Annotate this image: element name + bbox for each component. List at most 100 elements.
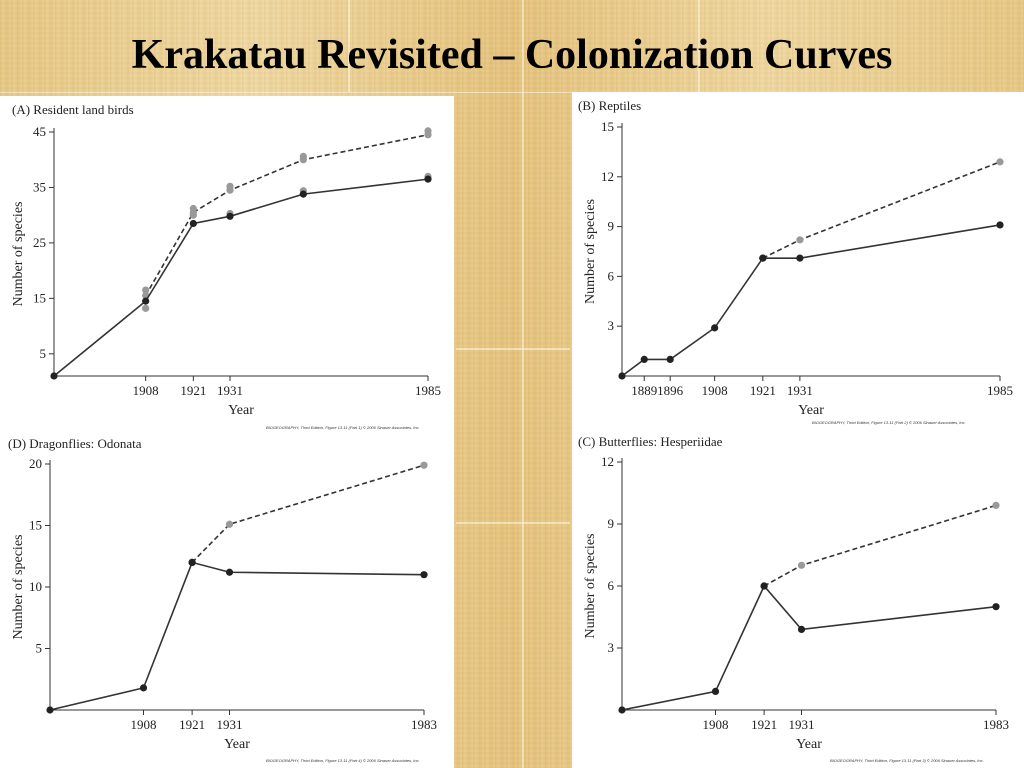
data-point [299,156,307,164]
y-tick-label: 15 [29,518,42,533]
x-axis-label: Year [228,403,254,418]
x-tick-label: 1931 [789,717,815,732]
figure-credit: BIOGEOGRAPHY, Third Edition, Figure 13.1… [812,420,966,425]
y-tick-label: 15 [601,119,614,134]
panel-label: (B) Reptiles [578,98,642,113]
data-point [996,221,1004,229]
x-tick-label: 1931 [787,383,813,398]
y-tick-label: 12 [601,454,614,469]
x-axis-label: Year [798,403,824,418]
data-point [640,355,648,363]
y-tick-label: 9 [608,516,615,531]
x-tick-label: 1983 [983,717,1009,732]
x-tick-label: 1931 [217,717,243,732]
data-point [796,236,804,244]
data-point [424,175,432,183]
data-point [796,254,804,262]
series-line-dashed [762,161,1001,259]
data-point [996,158,1004,166]
data-point [142,297,150,305]
y-tick-label: 25 [33,235,46,250]
y-tick-label: 10 [29,579,42,594]
panel-label: (A) Resident land birds [12,102,134,117]
data-point [759,254,767,262]
data-point [420,571,428,579]
y-tick-label: 3 [608,318,615,333]
x-tick-label: 1921 [751,717,777,732]
panel-label: (C) Butterflies: Hesperiidae [578,434,723,449]
x-tick-label: 1908 [702,383,728,398]
data-point [189,211,197,219]
x-tick-label: 1985 [415,383,441,398]
data-point [142,304,150,312]
chart-panel-reptiles: (B) Reptiles BIOGEOGRAPHY, Third Edition,… [572,92,1024,428]
series-line-solid [49,561,425,711]
chart-panel-butterflies: (C) Butterflies: Hesperiidae BIOGEOGRAPHY… [572,428,1024,768]
x-axis-label: Year [796,737,822,752]
data-point [666,355,674,363]
y-tick-label: 9 [608,219,615,234]
figure-credit: BIOGEOGRAPHY, Third Edition, Figure 13.1… [266,758,420,763]
series-line-dashed [144,133,429,296]
series-line-solid [53,178,429,377]
x-tick-label: 1896 [657,383,684,398]
data-point [225,568,234,576]
panel-label: (D) Dragonflies: Odonata [8,436,142,451]
data-point [226,186,234,194]
chart-panel-birds: (A) Resident land birds BIOGEOGRAPHY, Thi… [0,96,454,434]
data-point [226,212,234,220]
data-point [992,603,1000,611]
x-tick-label: 1889 [631,383,657,398]
y-axis-label: Number of species [11,535,26,640]
y-tick-label: 35 [33,179,46,194]
data-point [189,219,197,228]
y-tick-label: 6 [608,268,615,283]
data-point [711,687,720,695]
series-line-dashed [191,464,425,563]
data-point [992,501,1000,509]
data-point [711,324,719,332]
slide-title: Krakatau Revisited – Colonization Curves [131,32,893,78]
x-tick-label: 1931 [217,383,243,398]
y-tick-label: 12 [601,169,614,184]
x-tick-label: 1908 [133,383,159,398]
data-point [225,520,234,528]
x-tick-label: 1983 [411,717,437,732]
data-point [618,372,626,380]
series-line-solid [621,584,997,711]
chart-svg: 5 10 15 20 1908 1921 1931 1983 Year Number of spe… [11,456,437,752]
y-tick-label: 20 [29,456,42,471]
x-axis-label: Year [224,737,250,752]
x-tick-label: 1921 [750,383,776,398]
y-axis-label: Number of species [583,534,598,639]
data-point [139,684,148,692]
chart-svg: 5 15 25 35 45 1908 1921 1931 1985 Year Number of s… [11,124,441,418]
x-tick-label: 1921 [179,717,205,732]
x-tick-label: 1908 [131,717,157,732]
y-axis-label: Number of species [11,202,26,307]
y-tick-label: 5 [40,346,47,361]
data-point [299,190,307,198]
figure-credit: BIOGEOGRAPHY, Third Edition, Figure 13.1… [830,758,984,763]
y-tick-label: 5 [36,641,43,656]
chart-panel-dragonflies: (D) Dragonflies: Odonata BIOGEOGRAPHY, Th… [0,432,454,768]
data-point [142,286,150,294]
y-axis-label: Number of species [583,199,598,304]
data-point [797,625,806,633]
chart-svg: 3 6 9 12 15 1889 1896 1908 1921 1931 1985 Year Numbe… [583,119,1013,418]
y-tick-label: 15 [33,290,46,305]
figure-credit: BIOGEOGRAPHY, Third Edition, Figure 13.1… [266,425,420,430]
series-line-dashed [763,504,997,587]
chart-svg: 3 6 9 12 1908 1921 1931 1983 Year Number of speci… [583,454,1009,752]
series-line-solid [621,224,1001,377]
y-tick-label: 6 [608,578,615,593]
y-tick-label: 45 [33,124,46,139]
x-tick-label: 1921 [180,383,206,398]
data-point [618,706,626,714]
x-tick-label: 1908 [703,717,729,732]
data-point [420,461,428,469]
data-point [424,131,432,139]
y-tick-label: 3 [608,640,615,655]
data-point [188,558,196,566]
data-point [50,372,58,380]
